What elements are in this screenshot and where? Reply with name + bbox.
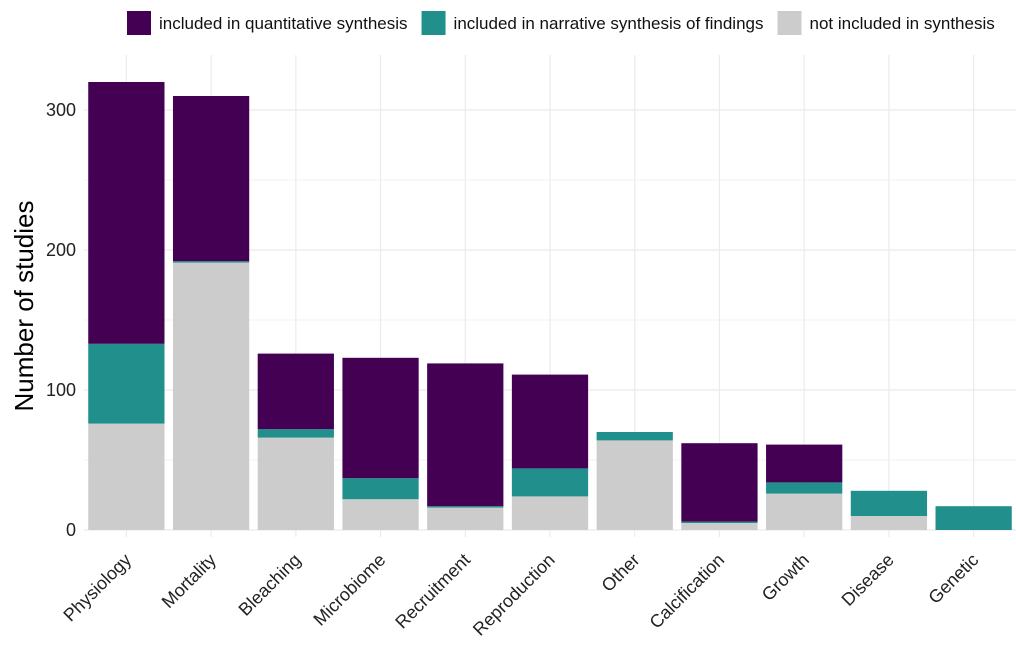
bar-mortality-not-included-in-synthesis — [172, 262, 250, 530]
x-tick-label: Genetic — [924, 550, 982, 608]
bar-bleaching-included-in-narrative-synthesis-of-findings — [257, 429, 334, 438]
legend-key — [127, 11, 151, 35]
bar-physiology-included-in-quantitative-synthesis — [88, 82, 165, 344]
legend-label: not included in synthesis — [810, 14, 995, 33]
y-tick-label: 100 — [46, 380, 76, 400]
x-tick-label: Microbiome — [309, 550, 389, 630]
y-tick-label: 300 — [46, 100, 76, 120]
bar-mortality-included-in-narrative-synthesis-of-findings — [172, 261, 250, 263]
bar-reproduction-not-included-in-synthesis — [511, 496, 589, 530]
bar-reproduction-included-in-narrative-synthesis-of-findings — [511, 468, 589, 497]
bar-disease-included-in-narrative-synthesis-of-findings — [850, 490, 928, 516]
x-tick-label: Mortality — [158, 550, 220, 612]
bar-recruitment-included-in-quantitative-synthesis — [427, 363, 504, 507]
x-tick-label: Recruitment — [391, 550, 474, 633]
legend-key — [421, 11, 446, 35]
y-axis-ticks: 0 100 200 300 — [46, 100, 76, 540]
y-axis-title: Number of studies — [9, 201, 39, 412]
bar-genetic-included-in-narrative-synthesis-of-findings — [935, 506, 1012, 530]
bar-calcification-included-in-quantitative-synthesis — [681, 443, 758, 522]
legend: included in quantitative synthesis includ… — [127, 11, 995, 35]
bar-other-included-in-narrative-synthesis-of-findings — [596, 432, 673, 441]
x-tick-label: Bleaching — [235, 550, 305, 620]
legend-label: included in quantitative synthesis — [159, 14, 408, 33]
bar-microbiome-included-in-narrative-synthesis-of-findings — [342, 478, 419, 500]
bar-bleaching-not-included-in-synthesis — [257, 437, 334, 530]
bar-physiology-not-included-in-synthesis — [88, 423, 165, 530]
bars — [88, 82, 1012, 530]
bar-mortality-included-in-quantitative-synthesis — [172, 96, 250, 262]
y-tick-label: 200 — [46, 240, 76, 260]
legend-label: included in narrative synthesis of findi… — [454, 14, 764, 33]
legend-key — [777, 11, 802, 35]
x-tick-label: Other — [598, 550, 644, 596]
bar-physiology-included-in-narrative-synthesis-of-findings — [88, 343, 165, 424]
bar-reproduction-included-in-quantitative-synthesis — [511, 374, 589, 469]
bar-growth-not-included-in-synthesis — [766, 493, 843, 530]
x-axis-ticks: Physiology Mortality Bleaching Microbiome Re… — [59, 550, 982, 640]
bar-disease-not-included-in-synthesis — [850, 516, 928, 530]
bar-microbiome-not-included-in-synthesis — [342, 499, 419, 530]
bar-bleaching-included-in-quantitative-synthesis — [257, 353, 334, 430]
y-tick-label: 0 — [66, 520, 76, 540]
bar-calcification-not-included-in-synthesis — [681, 523, 758, 530]
x-tick-label: Calcification — [646, 550, 729, 633]
bar-microbiome-included-in-quantitative-synthesis — [342, 357, 419, 479]
x-tick-label: Reproduction — [469, 550, 559, 640]
x-tick-label: Disease — [838, 550, 898, 610]
bar-recruitment-not-included-in-synthesis — [427, 507, 504, 530]
bar-growth-included-in-narrative-synthesis-of-findings — [766, 482, 843, 494]
bar-calcification-included-in-narrative-synthesis-of-findings — [681, 521, 758, 523]
bar-recruitment-included-in-narrative-synthesis-of-findings — [427, 506, 504, 508]
bar-other-not-included-in-synthesis — [596, 440, 673, 530]
bar-growth-included-in-quantitative-synthesis — [766, 444, 843, 483]
x-tick-label: Growth — [758, 550, 813, 605]
x-tick-label: Physiology — [59, 550, 135, 626]
